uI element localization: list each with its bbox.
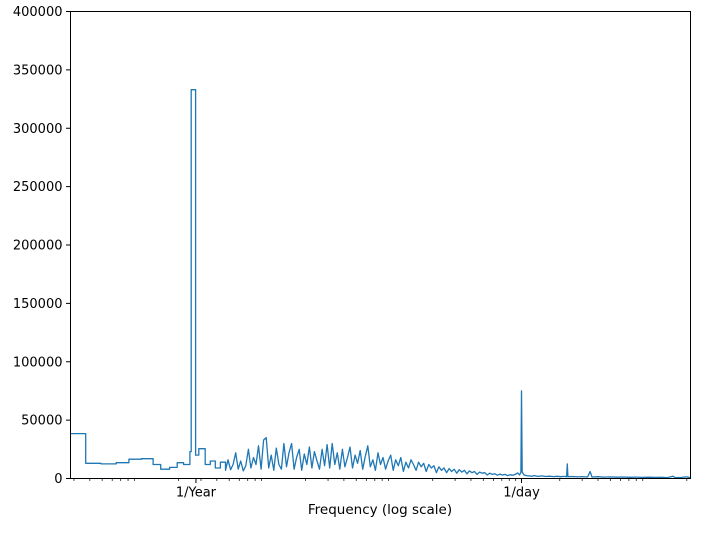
x-tick-label: 1/day — [503, 486, 540, 501]
x-tick-label: 1/Year — [176, 486, 217, 501]
x-axis: 1/Year 1/day — [73, 478, 688, 501]
y-tick-label: 150000 — [13, 297, 63, 312]
x-axis-label: Frequency (log scale) — [308, 502, 452, 518]
y-tick-label: 350000 — [13, 63, 63, 78]
plot-background — [70, 11, 691, 479]
spectrum-line — [70, 89, 691, 479]
series-group — [70, 89, 691, 479]
y-tick-label: 50000 — [21, 414, 62, 429]
y-tick-label: 0 — [54, 472, 62, 487]
y-tick-label: 250000 — [13, 180, 63, 195]
y-tick-label: 300000 — [13, 122, 63, 137]
y-tick-label: 200000 — [13, 239, 63, 254]
y-axis: 0 50000 100000 150000 200000 250000 300000 3500… — [13, 5, 71, 487]
y-tick-label: 100000 — [13, 355, 63, 370]
y-tick-label: 400000 — [13, 5, 63, 20]
